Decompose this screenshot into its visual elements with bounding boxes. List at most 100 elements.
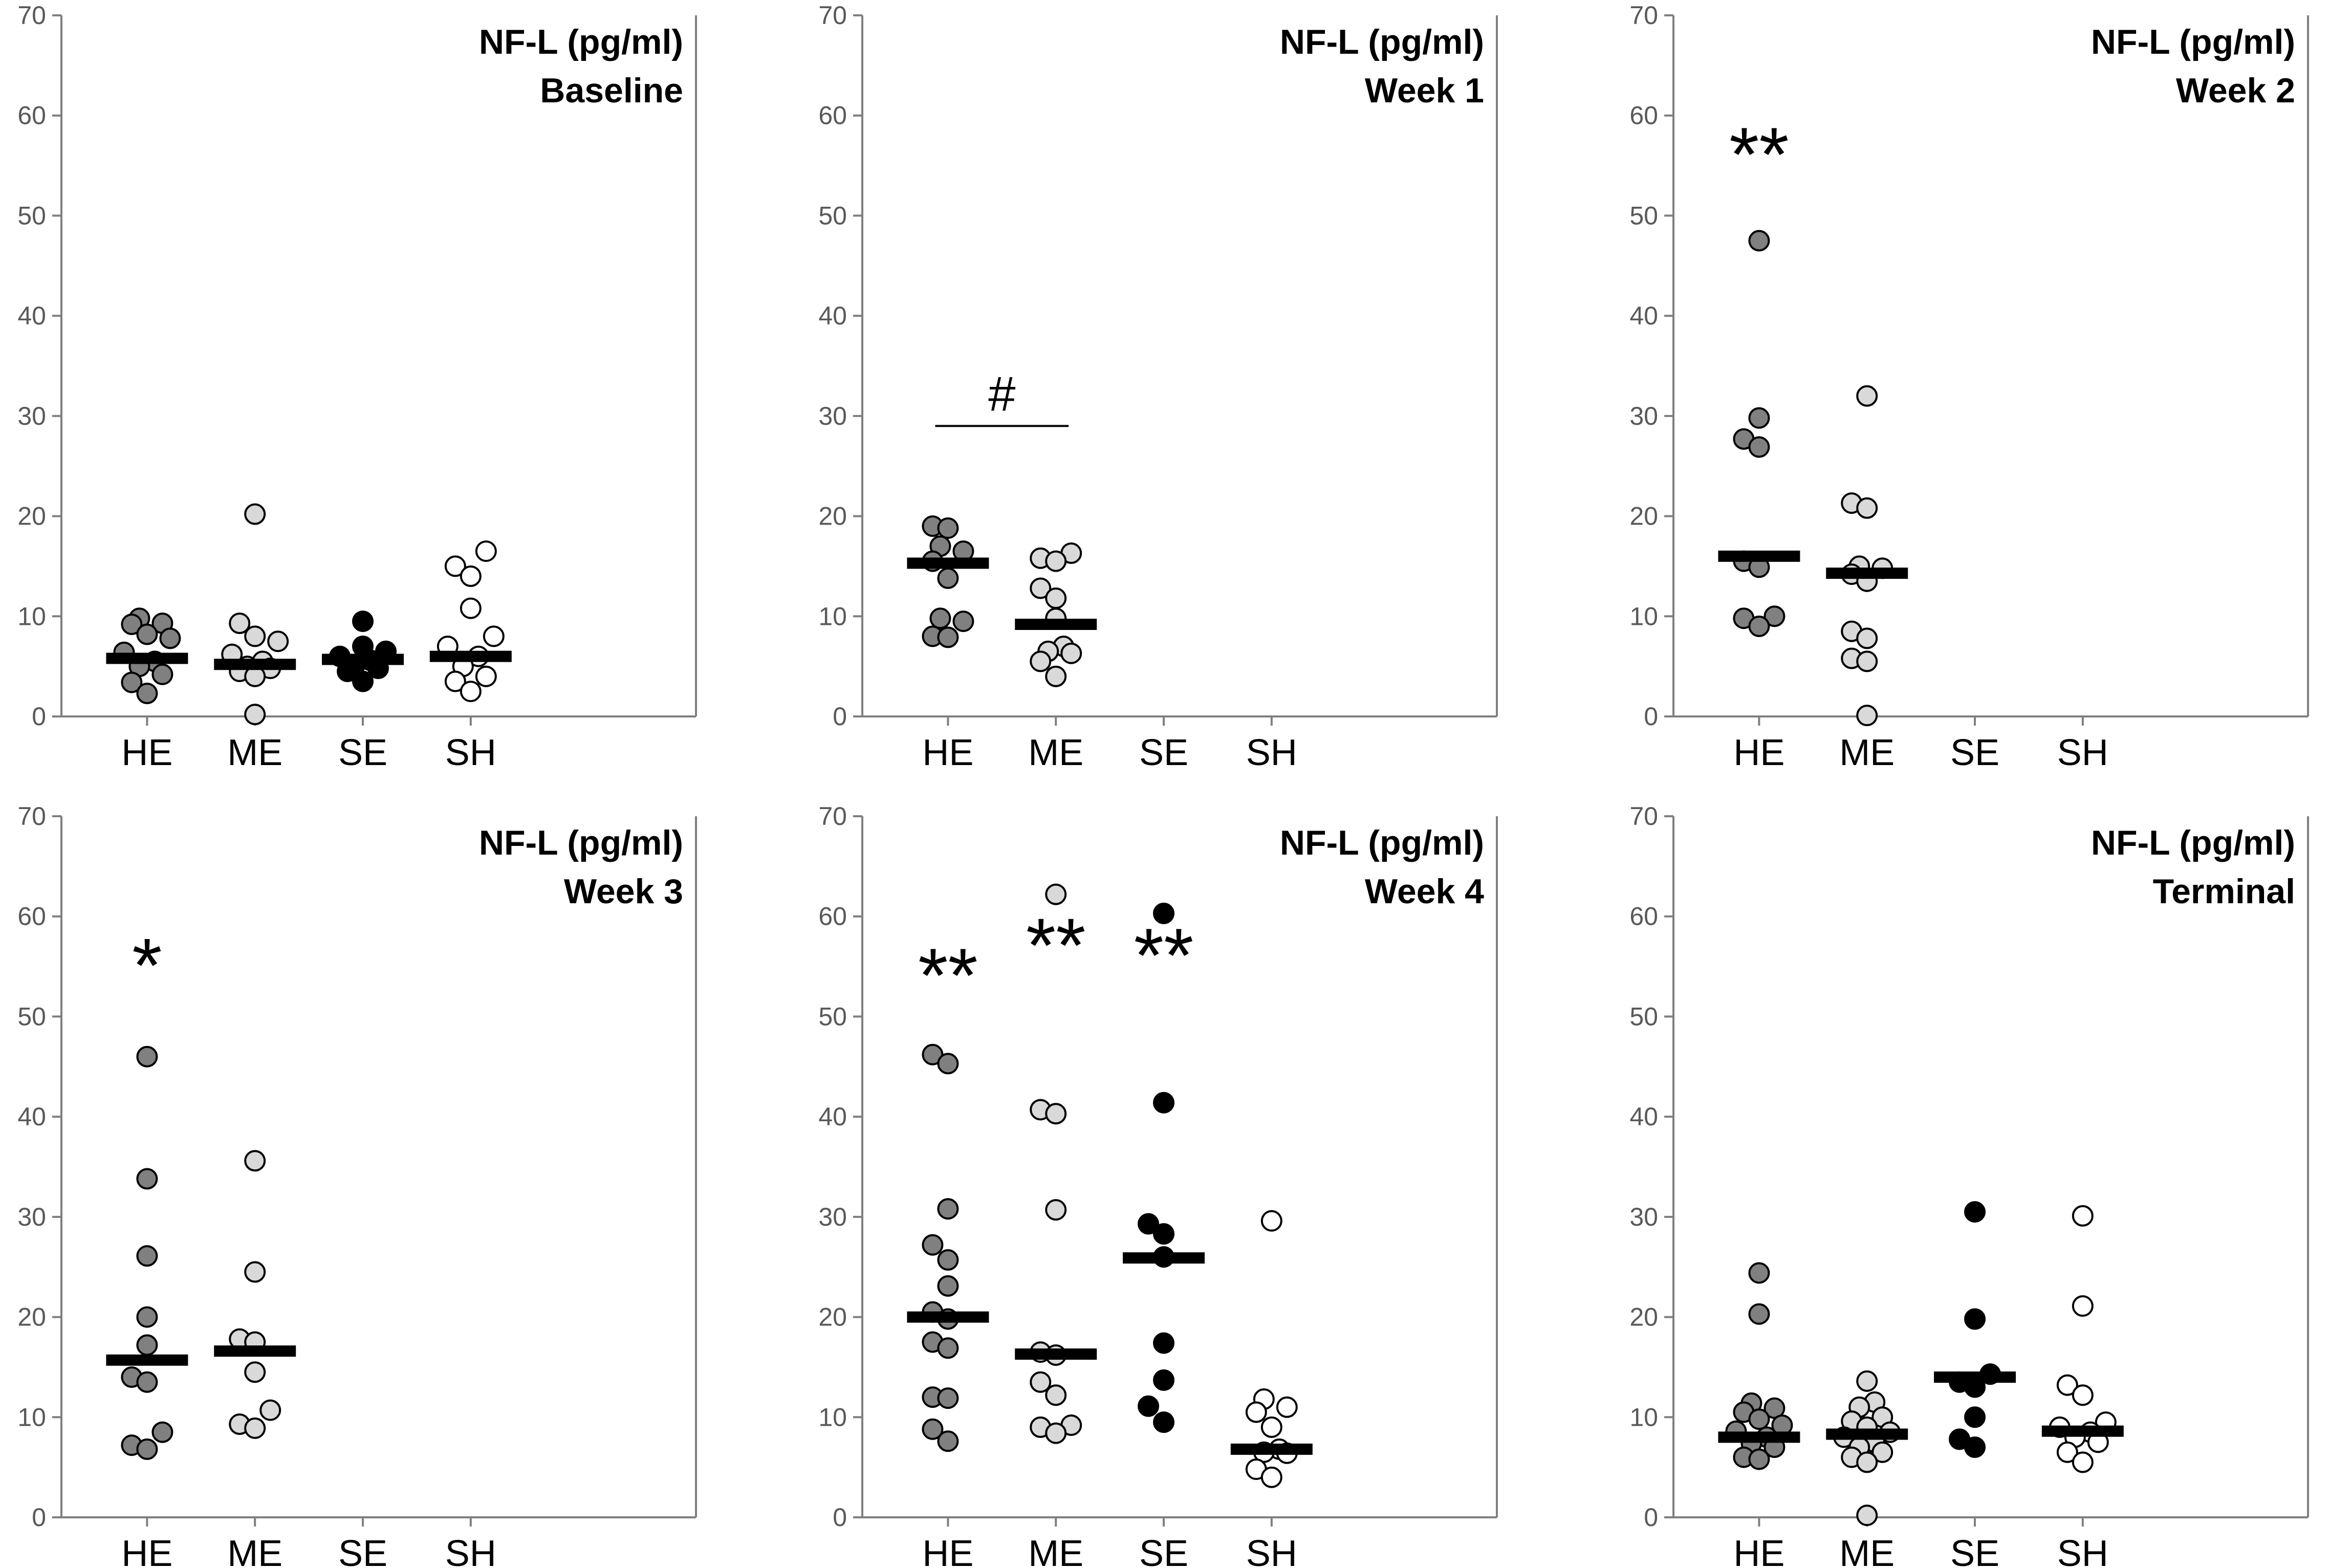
point-he bbox=[937, 1337, 959, 1359]
y-tick-label: 10 bbox=[17, 1403, 46, 1431]
point-me bbox=[1030, 577, 1052, 599]
panel-baseline: 0 10 20 30 40 50 60 70 HE ME SE SH NF-L (pg/ml) Basel… bbox=[17, 1, 697, 773]
y-tick-label: 40 bbox=[1629, 301, 1658, 330]
panel-subtitle: Terminal bbox=[2153, 872, 2295, 911]
point-sh bbox=[1276, 1396, 1298, 1418]
x-tick-label-he: HE bbox=[922, 732, 973, 773]
panel-subtitle: Week 2 bbox=[2176, 71, 2295, 110]
significance-mark: ** bbox=[1134, 912, 1194, 998]
point-sh bbox=[2072, 1451, 2094, 1473]
point-se bbox=[1153, 902, 1174, 924]
point-he bbox=[136, 1371, 158, 1393]
y-tick-label: 70 bbox=[1629, 1, 1658, 30]
point-he bbox=[151, 663, 173, 685]
point-he bbox=[937, 567, 959, 589]
panel-title: NF-L (pg/ml) bbox=[479, 23, 683, 61]
point-he bbox=[136, 1245, 158, 1267]
point-he bbox=[922, 1234, 944, 1256]
point-sh bbox=[460, 565, 482, 587]
point-me bbox=[1856, 1370, 1878, 1392]
x-tick-label-me: ME bbox=[227, 1533, 282, 1568]
point-se bbox=[1964, 1436, 1986, 1458]
point-sh bbox=[483, 625, 505, 647]
point-se bbox=[1153, 1411, 1174, 1433]
x-tick-label-sh: SH bbox=[2057, 1533, 2108, 1568]
point-me bbox=[1856, 705, 1878, 727]
y-tick-label: 0 bbox=[833, 702, 847, 731]
y-tick-label: 20 bbox=[818, 1303, 847, 1332]
point-se bbox=[1153, 1092, 1174, 1114]
y-tick-label: 10 bbox=[1629, 1403, 1658, 1431]
significance-mark: * bbox=[132, 922, 162, 1008]
point-me bbox=[259, 1399, 281, 1421]
point-me bbox=[267, 630, 289, 652]
point-he bbox=[1764, 605, 1786, 627]
point-he bbox=[952, 611, 974, 633]
x-tick-label-se: SE bbox=[1950, 732, 1999, 773]
point-he bbox=[1748, 1303, 1770, 1325]
y-tick-label: 30 bbox=[818, 1203, 847, 1231]
point-me bbox=[1045, 587, 1067, 609]
y-tick-label: 0 bbox=[1644, 1503, 1658, 1532]
point-me bbox=[244, 1150, 266, 1172]
panel-title: NF-L (pg/ml) bbox=[2091, 23, 2295, 61]
x-tick-label-sh: SH bbox=[445, 1533, 496, 1568]
point-sh bbox=[2072, 1384, 2094, 1406]
y-tick-label: 60 bbox=[818, 902, 847, 931]
point-he bbox=[1748, 1408, 1770, 1430]
y-tick-label: 10 bbox=[17, 602, 46, 630]
y-tick-label: 70 bbox=[17, 1, 46, 30]
point-sh bbox=[460, 681, 482, 703]
panel-title: NF-L (pg/ml) bbox=[479, 823, 683, 862]
point-sh bbox=[1245, 1401, 1267, 1423]
point-me bbox=[1030, 650, 1052, 672]
point-se bbox=[1138, 1213, 1159, 1235]
y-tick-label: 40 bbox=[818, 1102, 847, 1131]
x-tick-label-me: ME bbox=[1839, 1533, 1895, 1568]
x-tick-label-se: SE bbox=[1950, 1533, 1999, 1568]
x-tick-label-se: SE bbox=[338, 732, 387, 773]
y-tick-label: 60 bbox=[1629, 902, 1658, 931]
point-he bbox=[922, 1418, 944, 1440]
significance-mark: # bbox=[988, 366, 1015, 421]
y-tick-label: 30 bbox=[818, 402, 847, 430]
point-he bbox=[136, 1306, 158, 1328]
point-he bbox=[937, 1275, 959, 1297]
point-me bbox=[1856, 650, 1878, 672]
y-tick-label: 10 bbox=[1629, 602, 1658, 630]
point-he bbox=[937, 626, 959, 648]
point-se bbox=[1153, 1332, 1174, 1354]
y-tick-label: 70 bbox=[1629, 802, 1658, 831]
point-sh bbox=[460, 597, 482, 619]
y-tick-label: 30 bbox=[17, 402, 46, 430]
point-sh bbox=[444, 670, 466, 692]
panel-subtitle: Week 3 bbox=[564, 872, 683, 911]
point-me bbox=[1856, 1451, 1878, 1473]
y-tick-label: 60 bbox=[17, 902, 46, 931]
y-tick-label: 50 bbox=[1629, 1002, 1658, 1031]
point-he bbox=[136, 1168, 158, 1190]
point-me bbox=[1045, 1199, 1067, 1221]
point-me bbox=[244, 625, 266, 647]
point-me bbox=[1856, 627, 1878, 649]
x-tick-label-se: SE bbox=[1139, 732, 1188, 773]
point-he bbox=[937, 1249, 959, 1271]
point-he bbox=[1748, 1262, 1770, 1284]
point-he bbox=[937, 1387, 959, 1409]
panel-title: NF-L (pg/ml) bbox=[1280, 23, 1484, 61]
y-tick-label: 60 bbox=[1629, 101, 1658, 130]
panel-terminal: 0 10 20 30 40 50 60 70 HE ME SE SH NF-L (pg/ml) Termi… bbox=[1629, 802, 2309, 1568]
y-tick-label: 50 bbox=[17, 1002, 46, 1031]
y-tick-label: 50 bbox=[818, 201, 847, 230]
point-sh bbox=[1260, 1416, 1282, 1438]
point-sh bbox=[1260, 1210, 1282, 1232]
point-me bbox=[1060, 642, 1082, 664]
x-tick-label-me: ME bbox=[227, 732, 282, 773]
point-me bbox=[1045, 1103, 1067, 1125]
point-me bbox=[1856, 1505, 1878, 1527]
y-tick-label: 70 bbox=[818, 802, 847, 831]
point-sh bbox=[2072, 1295, 2094, 1317]
point-me bbox=[1030, 1371, 1052, 1393]
y-tick-label: 30 bbox=[1629, 1203, 1658, 1231]
